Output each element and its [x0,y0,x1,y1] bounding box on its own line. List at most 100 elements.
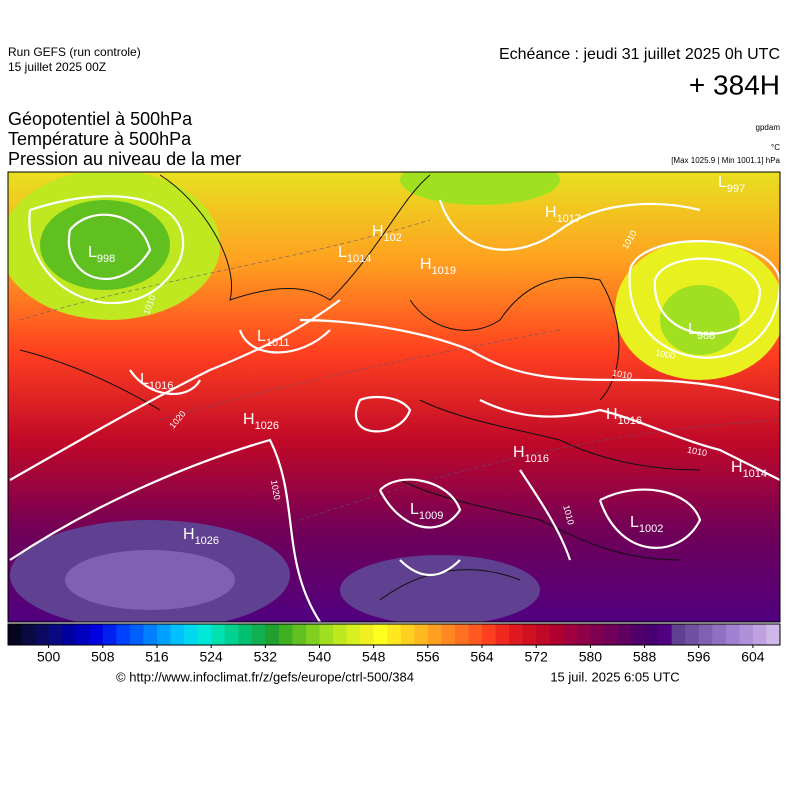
colorbar-swatch [590,624,605,645]
colorbar-label: 524 [199,649,223,665]
title: Température à 500hPa [8,129,192,149]
pressure-center: L1002 [630,514,663,535]
colorbar-swatch [197,624,212,645]
colorbar-label: 564 [470,649,494,665]
center-value: 102 [384,232,402,244]
colorbar-swatch [89,624,104,645]
coastline [19,174,701,601]
colorbar-swatch [712,624,727,645]
center-value: 1019 [432,265,456,277]
center-value: 1026 [255,420,279,432]
colorbar-label: 588 [633,649,657,665]
colorbar-swatch [156,624,172,645]
colorbar-swatch [752,624,767,645]
center-letter: H [731,459,743,476]
colorbar-label: 516 [145,649,169,665]
colorbar-swatch [766,624,781,645]
colorbar-swatch [698,624,713,645]
colorbar-swatch [102,624,117,645]
run-date: 15 juillet 2025 00Z [8,60,106,74]
colorbar-label: 508 [91,649,115,665]
colorbar-swatch [265,624,280,645]
center-value: 1016 [525,453,549,465]
colorbar-swatch [8,624,23,645]
center-value: 998 [97,253,115,265]
colorbar-swatch [468,624,483,645]
extremes: [Max 1025.9 | Min 1001.1] hPa [671,156,780,165]
colorbar-swatch [441,624,456,645]
field-blob [40,200,170,290]
colorbar-swatch [21,624,36,645]
pressure-center: L1009 [410,501,443,522]
center-value: 1016 [618,415,642,427]
colorbar-swatch [563,624,578,645]
colorbar-label: 548 [362,649,386,665]
pressure-center: H1016 [513,444,549,465]
colorbar-swatch [75,624,90,645]
colorbar-swatch [35,624,50,645]
pressure-center: H1019 [420,256,456,277]
center-letter: H [420,256,432,273]
pressure-center: L997 [718,174,745,195]
colorbar-swatch [739,624,754,645]
colorbar-swatch [495,624,510,645]
center-value: 997 [727,183,745,195]
pressure-center: H1017 [545,204,581,225]
colorbar-frame [7,623,781,646]
colorbar-swatch [278,624,293,645]
colorbar-swatch [603,624,618,645]
colorbar-swatch [644,624,659,645]
colorbar-swatch [211,624,226,645]
colorbar-swatch [522,624,537,645]
contour-label: 1000 [654,348,675,361]
footer-source: © http://www.infoclimat.fr/z/gefs/europe… [116,669,414,684]
pressure-center: H1016 [606,406,642,427]
colorbar-swatch [549,624,564,645]
colorbar-label: 532 [254,649,278,665]
colorbar-label: 556 [416,649,440,665]
field-blob [660,285,740,355]
colorbar-swatch [292,624,307,645]
center-letter: L [88,244,97,261]
colorbar-swatch [414,624,429,645]
center-value: 1011 [266,337,290,349]
colorbar-swatch [62,624,77,645]
center-letter: H [243,411,255,428]
colorbar-swatch [333,624,348,645]
pressure-center: H1026 [243,411,279,432]
echeance: Echéance : jeudi 31 juillet 2025 0h UTC [499,46,780,63]
center-letter: H [183,526,195,543]
center-value: 1014 [347,253,371,265]
colorbar-label: 540 [308,649,332,665]
center-letter: H [372,223,384,240]
colorbar-swatch [170,624,185,645]
contour-label: 1010 [611,368,632,381]
center-letter: H [606,406,618,423]
field-blob [400,172,560,205]
center-letter: L [140,371,149,388]
center-letter: L [338,244,347,261]
colorbar-swatch [48,624,63,645]
colorbar-swatch [373,624,388,645]
colorbar-swatch [251,624,266,645]
center-value: 1014 [743,468,767,480]
center-letter: L [410,501,419,518]
contour-label: 1010 [686,445,707,458]
center-value: 1017 [557,213,581,225]
colorbar-swatch [725,624,740,645]
colorbar-swatch [576,624,591,645]
center-letter: L [257,328,266,345]
center-value: 1009 [419,510,443,522]
pressure-center: H1026 [183,526,219,547]
colorbar-swatch [400,624,415,645]
unit: °C [771,143,780,152]
colorbar-label: 596 [687,649,711,665]
colorbar-swatch [184,624,199,645]
contour-label: 1020 [269,479,282,500]
colorbar-swatch [143,624,158,645]
colorbar-swatch [536,624,551,645]
colorbar-label: 572 [525,649,549,665]
center-value: 988 [697,330,715,342]
run-label: Run GEFS (run controle) [8,45,141,59]
